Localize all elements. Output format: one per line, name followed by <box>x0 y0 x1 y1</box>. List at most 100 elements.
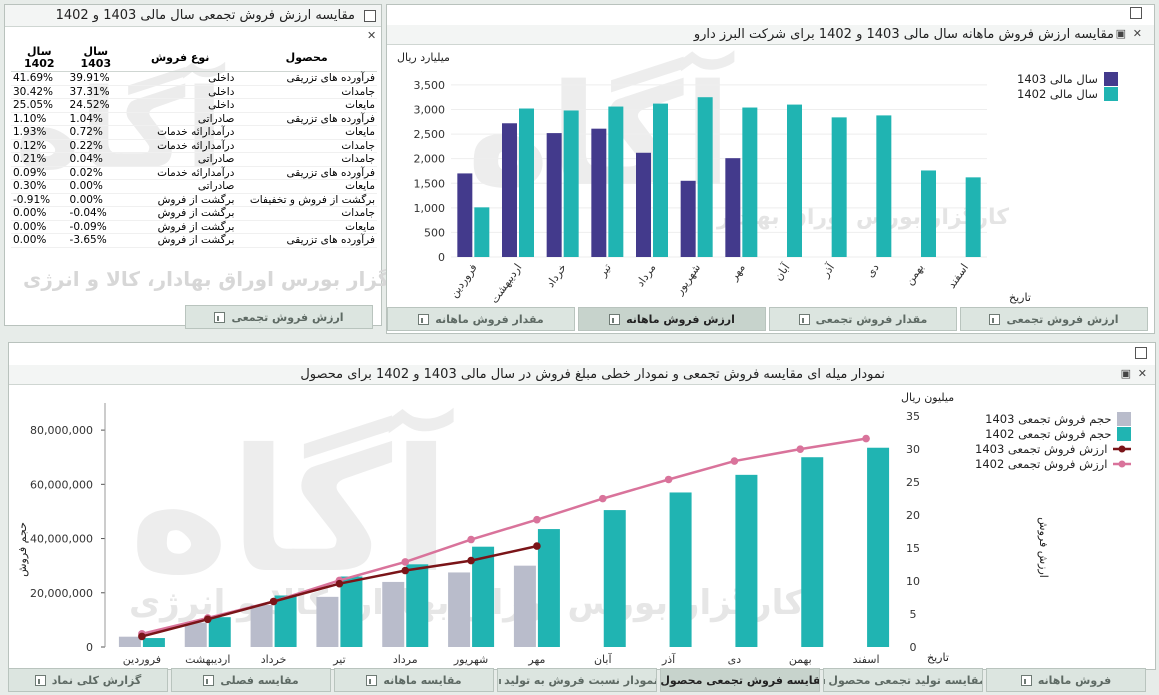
export-icon[interactable]: ▣ <box>1115 27 1126 40</box>
bar-1403 <box>118 636 141 647</box>
line-1402 <box>141 437 867 636</box>
bottom-tab-3[interactable]: نمودار نسبت فروش به تولید <box>497 668 657 692</box>
x-tick-label: آبان <box>771 260 793 283</box>
table-row[interactable]: جامدات داخلی 37.31% 30.42% <box>11 85 377 99</box>
bottom-tab-6[interactable]: گزارش کلی نماد <box>8 668 168 692</box>
tab-label: گزارش کلی نماد <box>51 673 142 687</box>
panel2-tab-0[interactable]: ارزش فروش تجمعی <box>960 307 1148 331</box>
table-row[interactable]: فرآورده های تزریقی درآمدارائه خدمات 0.02% 0… <box>11 166 377 180</box>
tab-label: مقایسه فروش تجمعی محصول <box>660 673 820 687</box>
table-row[interactable]: جامدات برگشت از فروش -0.04% 0.00% <box>11 206 377 221</box>
chart-icon <box>214 311 226 323</box>
panel-select-checkbox[interactable] <box>1130 7 1142 19</box>
cumulative-value-panel: مقایسه ارزش فروش تجمعی سال مالی 1403 و 1… <box>4 4 420 329</box>
panel-select-checkbox[interactable] <box>364 10 376 22</box>
clear-filter-icon[interactable]: ✕ <box>1132 27 1142 40</box>
legend-item-1403[interactable]: سال مالی 1403 <box>1017 71 1118 86</box>
y-tick-label: 60,000,000 <box>30 478 93 491</box>
cell-1403: 0.04% <box>67 152 125 167</box>
chart-icon <box>418 313 430 325</box>
panel2-tab-2[interactable]: ارزش فروش ماهانه <box>578 307 766 331</box>
cell-sale-type: داخلی <box>124 98 237 113</box>
bottom-tab-5[interactable]: مقایسه فصلی <box>171 668 331 692</box>
right-axis-unit: میلیون ریال <box>901 391 955 404</box>
bottom-tab-1[interactable]: مقایسه تولید تجمعی محصول <box>823 668 983 692</box>
cell-sale-type: درآمدارائه خدمات <box>124 166 237 180</box>
bottom-report-tabs: فروش ماهانه مقایسه تولید تجمعی محصول مقایس… <box>8 668 1146 692</box>
bottom-tab-0[interactable]: فروش ماهانه <box>986 668 1146 692</box>
legend-item-bar-1402[interactable]: حجم فروش تجمعی 1402 <box>975 426 1132 441</box>
bar-1403 <box>250 604 273 647</box>
tab-label: مقایسه فصلی <box>220 673 299 687</box>
clear-filter-icon[interactable]: ✕ <box>367 29 377 42</box>
tab-label: فروش ماهانه <box>1037 673 1112 687</box>
cell-sale-type: صادراتی <box>124 112 237 126</box>
legend-item-bar-1403[interactable]: حجم فروش تجمعی 1403 <box>975 411 1132 426</box>
cell-sale-type: داخلی <box>124 85 237 99</box>
header-year-1403[interactable]: سال 1403 <box>67 45 125 72</box>
panel2-tab-3[interactable]: مقدار فروش ماهانه <box>387 307 575 331</box>
point-1403 <box>401 566 410 575</box>
cumulative-combo-panel: نمودار میله ای مقایسه فروش تجمعی و نمودا… <box>8 342 1156 670</box>
bar-1402 <box>876 115 892 258</box>
legend-item-1402[interactable]: سال مالی 1402 <box>1017 86 1118 101</box>
bar-1402 <box>867 447 890 647</box>
combo-chart-title: نمودار میله ای مقایسه فروش تجمعی و نمودا… <box>300 367 885 382</box>
export-icon[interactable]: ▣ <box>1120 367 1131 380</box>
combo-legend: حجم فروش تجمعی 1403 حجم فروش تجمعی 1402 … <box>975 411 1132 471</box>
cell-1402: -0.91% <box>11 193 68 207</box>
table-row[interactable]: جامدات درآمدارائه خدمات 0.22% 0.12% <box>11 139 377 153</box>
cell-sale-type: داخلی <box>124 71 237 86</box>
bottom-tab-4[interactable]: مقایسه ماهانه <box>334 668 494 692</box>
x-tick-label: آذر <box>661 652 676 666</box>
header-sale-type[interactable]: نوع فروش <box>124 45 237 72</box>
cell-1402: 0.30% <box>11 179 68 194</box>
table-row[interactable]: فرآورده های تزریقی صادراتی 1.04% 1.10% <box>11 112 377 126</box>
panel2-tabs: ارزش فروش تجمعی مقدار فروش تجمعی ارزش فروش… <box>387 307 1148 331</box>
point-1403 <box>203 615 212 624</box>
y-tick-label: 2,000 <box>414 153 446 166</box>
header-product[interactable]: محصول <box>236 45 377 72</box>
cell-product: فرآورده های تزریقی <box>236 233 377 248</box>
cell-1403: 39.91% <box>67 71 125 86</box>
table-row[interactable]: مایعات صادراتی 0.00% 0.30% <box>11 179 377 194</box>
table-row[interactable]: برگشت از فروش و تخفیفات برگشت از فروش 0.00… <box>11 193 377 207</box>
cell-1403: 0.00% <box>67 179 125 194</box>
bar-1402 <box>669 492 692 647</box>
header-year-1402[interactable]: سال 1402 <box>11 45 68 72</box>
legend-line-swatch <box>1113 445 1132 452</box>
bottom-tab-2[interactable]: مقایسه فروش تجمعی محصول <box>660 668 820 692</box>
tab-label: ارزش فروش تجمعی <box>1006 312 1119 326</box>
panel1-tab-0[interactable]: ارزش فروش تجمعی <box>185 305 373 329</box>
table-row[interactable]: فرآورده های تزریقی داخلی 39.91% 41.69% <box>11 71 377 86</box>
watermark-text: کارگزار بورس اوراق بهادار <box>717 205 1010 230</box>
cell-product: مایعات <box>236 220 377 234</box>
cell-1402: 1.10% <box>11 112 68 126</box>
table-row[interactable]: مایعات درآمدارائه خدمات 0.72% 1.93% <box>11 125 377 140</box>
chart-icon <box>498 674 502 686</box>
table-row[interactable]: فرآورده های تزریقی برگشت از فروش -3.65% 0.0… <box>11 233 377 248</box>
cell-1403: 1.04% <box>67 112 125 126</box>
cell-1403: 37.31% <box>67 85 125 99</box>
legend-line-swatch <box>1113 460 1132 467</box>
legend-swatch <box>1103 86 1118 101</box>
panel-select-checkbox[interactable] <box>1135 347 1147 359</box>
bar-1402 <box>742 107 758 258</box>
cell-1403: -0.09% <box>67 220 125 234</box>
table-row[interactable]: مایعات داخلی 24.52% 25.05% <box>11 98 377 113</box>
table-row[interactable]: مایعات برگشت از فروش -0.09% 0.00% <box>11 220 377 234</box>
panel2-tab-1[interactable]: مقدار فروش تجمعی <box>769 307 957 331</box>
bar-1403 <box>636 152 651 257</box>
bar-1402 <box>519 108 534 258</box>
cell-1402: 41.69% <box>11 71 68 86</box>
y-tick-label: 2,500 <box>414 128 446 141</box>
bar-1402 <box>563 110 579 257</box>
legend-item-line-1403[interactable]: ارزش فروش تجمعی 1403 <box>975 441 1132 456</box>
y-tick-label: 1,000 <box>414 202 446 215</box>
cell-1402: 0.21% <box>11 152 68 167</box>
clear-filter-icon[interactable]: ✕ <box>1137 367 1147 380</box>
bar-1402 <box>537 529 560 647</box>
legend-swatch <box>1103 71 1118 86</box>
table-row[interactable]: جامدات صادراتی 0.04% 0.21% <box>11 152 377 167</box>
legend-item-line-1402[interactable]: ارزش فروش تجمعی 1402 <box>975 456 1132 471</box>
